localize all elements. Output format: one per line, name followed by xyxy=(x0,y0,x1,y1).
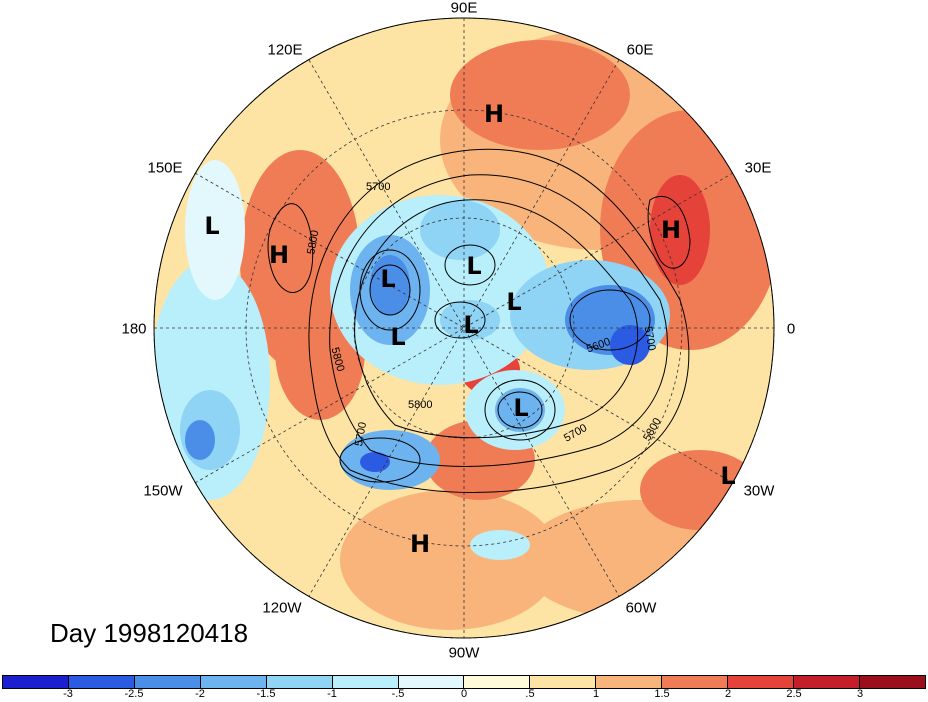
lon-label-0: 0 xyxy=(786,320,796,338)
colorbar-swatch xyxy=(332,676,399,688)
low-pressure-marker: L xyxy=(506,288,522,316)
lon-label-120e: 120E xyxy=(267,41,303,59)
lon-label-120w: 120W xyxy=(262,599,302,617)
high-pressure-marker: H xyxy=(409,530,431,558)
map-boundary xyxy=(153,17,775,639)
lon-label-30e: 30E xyxy=(744,159,772,177)
lon-label-90e: 90E xyxy=(450,0,478,17)
lon-label-150w: 150W xyxy=(143,482,183,500)
colorbar-tick-label: 3 xyxy=(856,688,864,700)
colorbar-swatch xyxy=(134,676,201,688)
colorbar-swatch xyxy=(3,676,69,688)
colorbar-tick-label: 2 xyxy=(724,688,732,700)
colorbar-tick-label: 1 xyxy=(592,688,600,700)
colorbar-tick-label: -2 xyxy=(195,688,205,700)
colorbar-swatch xyxy=(200,676,267,688)
colorbar-swatch xyxy=(596,676,663,688)
low-pressure-marker: L xyxy=(720,462,736,490)
colorbar-swatch xyxy=(68,676,135,688)
colorbar-tick-label: -1.5 xyxy=(256,688,276,700)
colorbar-swatch xyxy=(464,676,531,688)
high-pressure-marker: H xyxy=(268,241,290,269)
low-pressure-marker: L xyxy=(204,212,220,240)
low-pressure-marker: L xyxy=(390,323,406,351)
low-pressure-marker: L xyxy=(513,394,529,422)
colorbar-swatch xyxy=(728,676,795,688)
colorbar-tick-label: -.5 xyxy=(391,688,405,700)
colorbar-swatch xyxy=(530,676,597,688)
lon-label-60w: 60W xyxy=(625,599,657,617)
colorbar-swatch xyxy=(398,676,465,688)
colorbar xyxy=(2,675,926,689)
colorbar-swatch xyxy=(794,676,860,688)
colorbar-swatch xyxy=(266,676,333,688)
low-pressure-marker: L xyxy=(463,311,479,339)
contour-label: 5700 xyxy=(642,325,658,351)
high-pressure-marker: H xyxy=(483,100,505,128)
colorbar-tick-label: 1.5 xyxy=(654,688,670,700)
high-pressure-marker: H xyxy=(660,216,682,244)
contour-label: 5700 xyxy=(353,421,369,447)
colorbar-tick-label: 0 xyxy=(460,688,468,700)
lon-label-60e: 60E xyxy=(626,41,654,59)
lon-label-180: 180 xyxy=(121,320,147,338)
colorbar-tick-label: -2.5 xyxy=(124,688,144,700)
lon-label-30w: 30W xyxy=(743,482,775,500)
colorbar-tick-label: .5 xyxy=(525,688,535,700)
colorbar-tick-label: -3 xyxy=(63,688,73,700)
contour-label: 5800 xyxy=(305,229,321,255)
anomaly-field xyxy=(154,18,774,638)
low-pressure-marker: L xyxy=(466,252,482,280)
colorbar-swatch xyxy=(662,676,729,688)
lon-label-150e: 150E xyxy=(147,159,183,177)
colorbar-tick-label: 2.5 xyxy=(786,688,802,700)
contour-label: 5700 xyxy=(366,181,390,193)
low-pressure-marker: L xyxy=(380,265,396,293)
colorbar-tick-label: -1 xyxy=(327,688,337,700)
map-title: Day 1998120418 xyxy=(50,618,249,648)
height-contours xyxy=(267,148,691,493)
lon-label-90w: 90W xyxy=(448,644,480,662)
colorbar-swatch xyxy=(859,676,925,688)
contour-label: 5800 xyxy=(408,399,432,411)
